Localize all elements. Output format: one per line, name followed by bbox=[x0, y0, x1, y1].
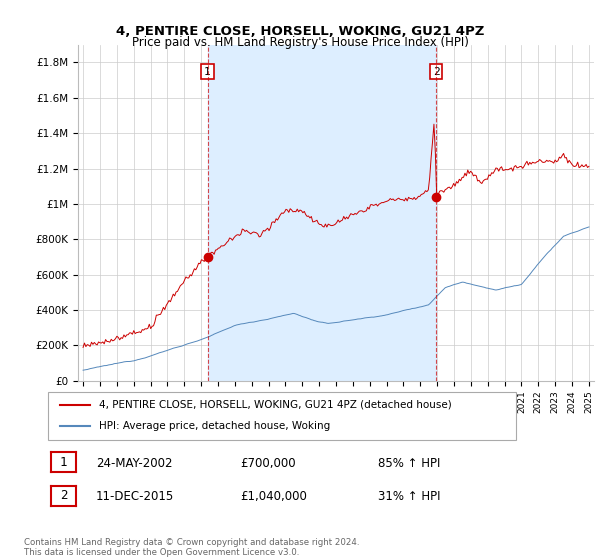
Text: 1: 1 bbox=[204, 67, 211, 77]
Text: Price paid vs. HM Land Registry's House Price Index (HPI): Price paid vs. HM Land Registry's House … bbox=[131, 36, 469, 49]
Text: 4, PENTIRE CLOSE, HORSELL, WOKING, GU21 4PZ (detached house): 4, PENTIRE CLOSE, HORSELL, WOKING, GU21 … bbox=[99, 400, 452, 410]
Text: 24-MAY-2002: 24-MAY-2002 bbox=[96, 456, 173, 470]
Text: 31% ↑ HPI: 31% ↑ HPI bbox=[378, 490, 440, 503]
Text: Contains HM Land Registry data © Crown copyright and database right 2024.
This d: Contains HM Land Registry data © Crown c… bbox=[24, 538, 359, 557]
Text: 1: 1 bbox=[60, 456, 67, 469]
Bar bbox=[208, 45, 436, 381]
Text: HPI: Average price, detached house, Woking: HPI: Average price, detached house, Woki… bbox=[99, 421, 330, 431]
Text: 4, PENTIRE CLOSE, HORSELL, WOKING, GU21 4PZ: 4, PENTIRE CLOSE, HORSELL, WOKING, GU21 … bbox=[116, 25, 484, 38]
Text: 85% ↑ HPI: 85% ↑ HPI bbox=[378, 456, 440, 470]
Text: £700,000: £700,000 bbox=[240, 456, 296, 470]
Text: 11-DEC-2015: 11-DEC-2015 bbox=[96, 490, 174, 503]
Text: 2: 2 bbox=[60, 489, 67, 502]
Text: £1,040,000: £1,040,000 bbox=[240, 490, 307, 503]
Text: 2: 2 bbox=[433, 67, 440, 77]
